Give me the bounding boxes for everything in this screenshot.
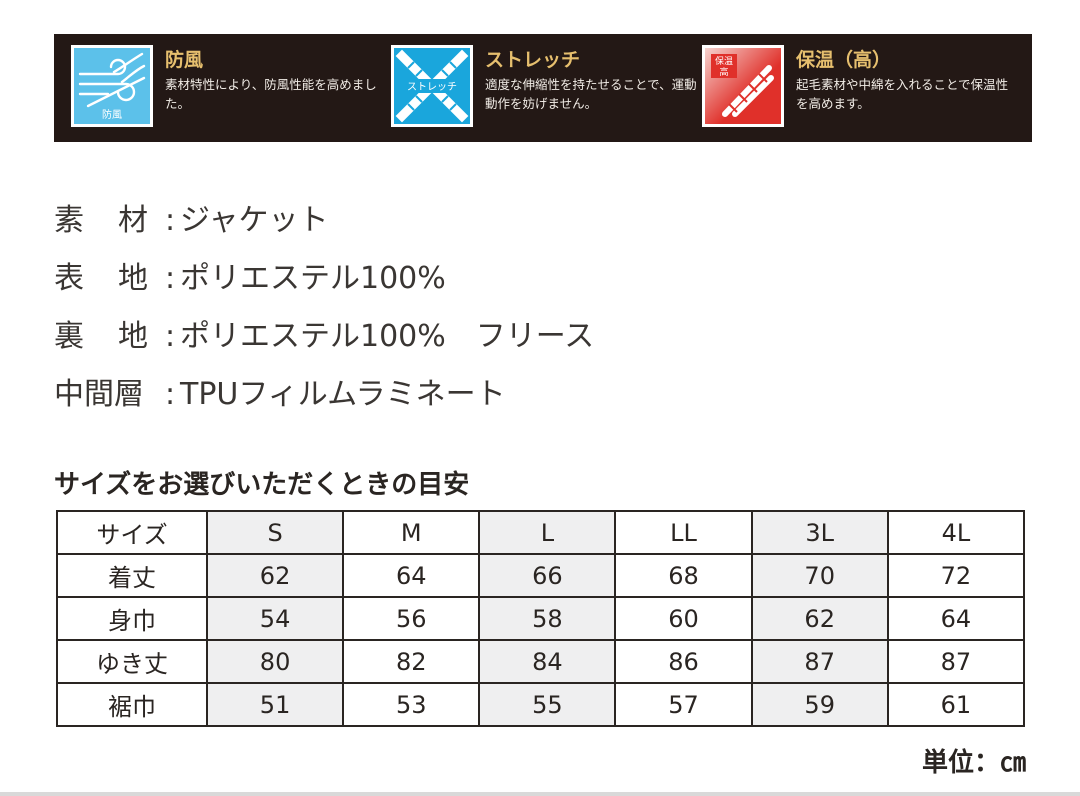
size-header-3l: 3L <box>750 510 889 555</box>
size-header-label: サイズ <box>56 510 208 555</box>
table-cell: 82 <box>342 639 481 684</box>
size-header-row: サイズ S M L LL 3L 4L <box>56 510 1026 555</box>
bottom-divider <box>0 792 1080 796</box>
feature-title: 保温（高） <box>796 49 892 71</box>
table-cell: 51 <box>205 682 345 727</box>
table-cell: 56 <box>342 596 481 641</box>
material-row-lining: 裏地: ポリエステル100% フリース <box>54 314 594 360</box>
wind-icon: 防風 <box>71 45 153 127</box>
material-label: 裏 <box>54 319 84 354</box>
table-cell: 80 <box>205 639 345 684</box>
material-value: TPUフィルムラミネート <box>180 377 506 412</box>
table-row: 裾巾 51 53 55 57 59 61 <box>56 682 1026 727</box>
material-row-middle-layer: 中間層: TPUフィルムラミネート <box>54 372 506 418</box>
material-label: 地 <box>118 319 148 354</box>
warmth-icon-label: 保温 <box>715 55 733 67</box>
table-cell: 87 <box>750 639 889 684</box>
size-header-l: L <box>478 510 617 555</box>
feature-windproof: 防風 防風 素材特性により、防風性能を高めました。 <box>71 45 377 131</box>
size-header-m: M <box>342 510 481 555</box>
size-table: サイズ S M L LL 3L 4L 着丈 62 64 66 68 70 72 … <box>56 510 1026 727</box>
size-header-4l: 4L <box>886 510 1026 555</box>
thermometer-icon: 保温 高 <box>702 45 784 127</box>
material-colon: : <box>164 261 176 296</box>
table-cell: 68 <box>614 553 753 598</box>
table-row: 身巾 54 56 58 60 62 64 <box>56 596 1026 641</box>
table-cell: 70 <box>750 553 889 598</box>
table-cell: 62 <box>750 596 889 641</box>
size-guide-heading: サイズをお選びいただくときの目安 <box>54 470 470 500</box>
material-row-fabric: 素材: ジャケット <box>54 198 329 244</box>
row-label: 裾巾 <box>56 682 208 727</box>
table-cell: 64 <box>886 596 1026 641</box>
table-row: ゆき丈 80 82 84 86 87 87 <box>56 639 1026 684</box>
material-label: 素 <box>54 203 84 238</box>
table-cell: 54 <box>205 596 345 641</box>
table-cell: 53 <box>342 682 481 727</box>
table-cell: 64 <box>342 553 481 598</box>
table-cell: 84 <box>478 639 617 684</box>
feature-title: ストレッチ <box>485 49 581 71</box>
table-cell: 55 <box>478 682 617 727</box>
feature-description: 適度な伸縮性を持たせることで、運動動作を妨げません。 <box>485 77 697 111</box>
table-cell: 58 <box>478 596 617 641</box>
feature-description: 素材特性により、防風性能を高めました。 <box>165 77 377 111</box>
feature-banner: 防風 防風 素材特性により、防風性能を高めました。 <box>54 34 1032 142</box>
size-header-s: S <box>205 510 345 555</box>
material-label: 中間層 <box>54 377 144 412</box>
stretch-icon-label: ストレッチ <box>407 81 457 93</box>
feature-title: 防風 <box>165 49 204 71</box>
unit-label: 単位：㎝ <box>921 748 1026 778</box>
row-label: 身巾 <box>56 596 208 641</box>
table-cell: 62 <box>205 553 345 598</box>
row-label: 着丈 <box>56 553 208 598</box>
material-value: ポリエステル100% フリース <box>180 319 595 354</box>
stretch-icon: ストレッチ <box>391 45 473 127</box>
table-cell: 86 <box>614 639 753 684</box>
table-cell: 72 <box>886 553 1026 598</box>
material-colon: : <box>164 377 176 412</box>
material-value: ポリエステル100% <box>180 261 446 296</box>
table-cell: 57 <box>614 682 753 727</box>
table-cell: 87 <box>886 639 1026 684</box>
material-row-outer: 表地: ポリエステル100% <box>54 256 446 302</box>
table-cell: 60 <box>614 596 753 641</box>
material-label: 地 <box>118 261 148 296</box>
material-colon: : <box>164 203 176 238</box>
table-cell: 61 <box>886 682 1026 727</box>
size-header-ll: LL <box>614 510 753 555</box>
row-label: ゆき丈 <box>56 639 208 684</box>
warmth-icon-level: 高 <box>719 66 728 78</box>
table-cell: 66 <box>478 553 617 598</box>
material-label: 表 <box>54 261 84 296</box>
feature-stretch: ストレッチ ストレッチ 適度な伸縮性を持たせることで、運動動作を妨げません。 <box>391 45 697 131</box>
feature-warmth: 保温 高 保温（高） 起毛素材や中綿を入れることで保温性を高めます。 <box>702 45 1022 131</box>
table-row: 着丈 62 64 66 68 70 72 <box>56 553 1026 598</box>
table-cell: 59 <box>750 682 889 727</box>
wind-icon-label: 防風 <box>102 108 122 121</box>
material-colon: : <box>164 319 176 354</box>
material-label: 材 <box>118 203 148 238</box>
feature-description: 起毛素材や中綿を入れることで保温性を高めます。 <box>796 77 1009 111</box>
material-value: ジャケット <box>180 203 329 238</box>
